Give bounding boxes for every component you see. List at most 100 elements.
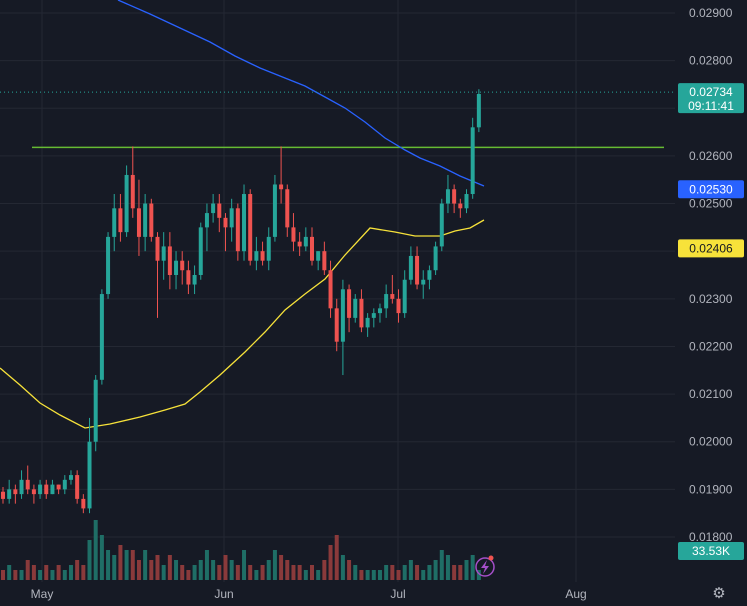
candle-body [56,484,61,490]
volume-bar [285,560,290,580]
y-tick-label: 0.01800 [689,530,733,544]
volume-bar [371,570,376,580]
candle-body [143,203,148,237]
candle-body [297,241,302,247]
candle-body [7,489,12,499]
volume-bar [359,570,364,580]
lightning-icon-circle [475,557,495,577]
volume-bar [186,570,191,580]
candle-body [118,208,123,233]
candle-body [106,236,111,295]
candle-body [408,255,413,280]
candle-body [254,251,259,261]
volume-bar [476,570,481,580]
y-tick-label: 0.02900 [689,6,733,20]
x-tick-label: Jul [390,587,405,601]
candle-body [353,298,358,318]
candle-body [433,246,438,271]
candle-body [44,484,49,495]
candle-body [217,203,222,218]
volume-bar [211,560,216,580]
volume-bar [279,555,284,580]
volume-bar [396,570,401,580]
candle-body [359,298,364,328]
volume-bar [365,570,370,580]
volume-bar [143,550,148,580]
volume-bar [87,540,92,580]
candle-body [149,203,154,237]
volume-bar [50,570,55,580]
volume-bar [254,570,259,580]
candle-body [316,251,321,261]
candle-body [174,260,179,275]
volume-bar [439,550,444,580]
volume-bar [217,565,222,580]
candle-body [322,251,327,271]
price-axis[interactable]: 0.02900 0.02800 0.02600 0.02500 0.02300 0.022… [689,6,733,544]
candle-body [310,236,314,261]
candle-body [167,246,172,275]
ma-yellow-badge-text: 0.02406 [689,241,733,255]
ma-blue-line [117,0,485,187]
candle-body [452,189,457,204]
volume-bar [124,550,129,580]
volume-bar [235,565,240,580]
candle-body [421,279,426,285]
volume-bar [248,565,253,580]
volume-bar [62,570,67,580]
candle-body [186,270,191,285]
candle-body [68,475,73,480]
y-tick-label: 0.02800 [689,54,733,68]
volume-bar [402,565,407,580]
volume-bar [130,550,135,580]
volume-bar [464,560,469,580]
y-tick-label: 0.02000 [689,435,733,449]
volume-bar [458,565,463,580]
volume-bar [68,565,73,580]
volume-bar [340,555,345,580]
volume-bar [316,570,321,580]
volume-bar [38,570,43,580]
candle-body [155,236,160,261]
candle-body [25,479,30,490]
candle-body [439,203,444,247]
candle-body [81,498,86,509]
volume-bar [25,560,30,580]
volume-bar [136,560,141,580]
candle-body [62,479,67,490]
volume-bar [334,535,339,580]
volume-bar [347,560,352,580]
candle-body [384,294,389,309]
volume-bar [433,560,438,580]
lightning-icon-bolt [481,560,489,574]
gear-icon[interactable]: ⚙ [712,585,726,602]
volume-bar [328,545,333,580]
volume-bar [180,565,185,580]
y-tick-label: 0.02500 [689,197,733,211]
last-price-badge [678,83,744,114]
candle-body [260,251,265,261]
moving-average-blue [117,0,485,187]
volume-bar [31,565,36,580]
candle-body [272,184,277,237]
volume-bar [291,565,296,580]
candle-body [464,194,469,209]
volume-bar [303,570,308,580]
volume-bar [1,570,5,580]
volume-bar [19,570,24,580]
y-tick-label: 0.02600 [689,149,733,163]
y-tick-label: 0.02100 [689,387,733,401]
volume-badge [678,542,744,560]
lightning-icon-dot [488,555,494,561]
volume-bar [155,555,160,580]
volume-bar [93,520,98,580]
candle-body [235,208,240,252]
candle-body [303,236,308,247]
time-axis[interactable]: May Jun Jul Aug [31,587,587,601]
volume-bar [452,565,457,580]
lightning-icon[interactable] [475,555,495,577]
moving-average-yellow [0,219,485,429]
x-tick-label: May [31,587,54,601]
